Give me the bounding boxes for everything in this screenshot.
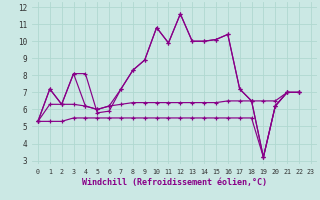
X-axis label: Windchill (Refroidissement éolien,°C): Windchill (Refroidissement éolien,°C) — [82, 178, 267, 187]
